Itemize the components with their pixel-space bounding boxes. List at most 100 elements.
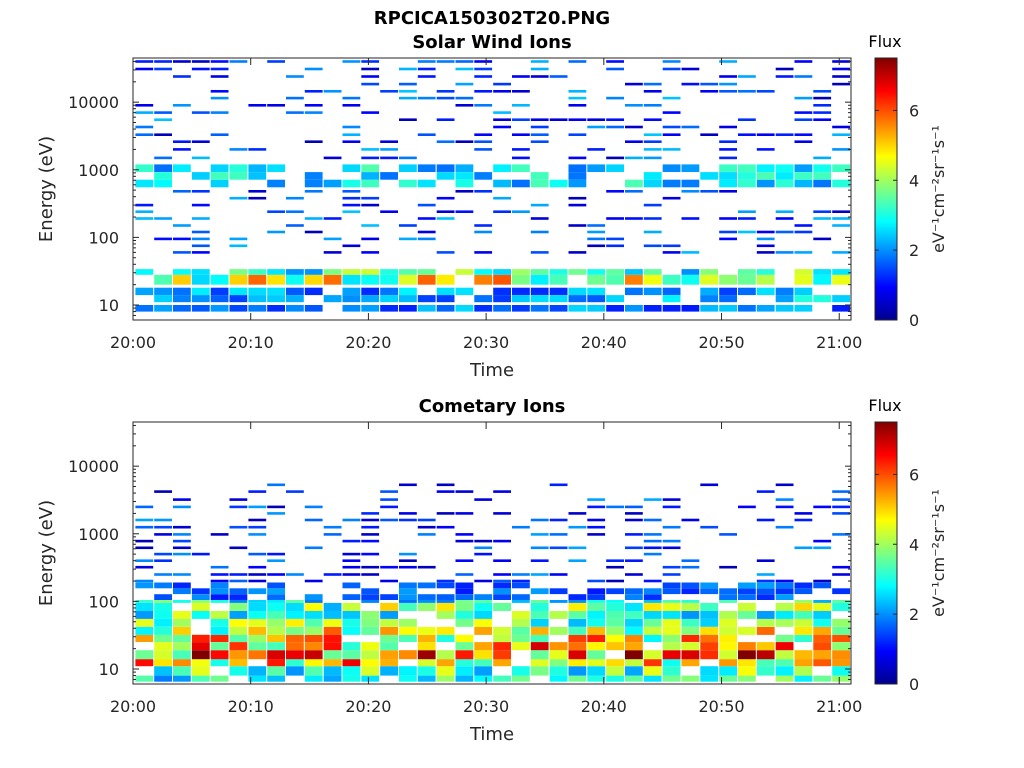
heatmap-cell (210, 90, 229, 93)
heatmap-cell (530, 666, 549, 676)
heatmap-cell (399, 666, 417, 676)
heatmap-cell (323, 618, 342, 627)
colorbar-tick-label: 2 (909, 605, 919, 624)
heatmap-cell (813, 634, 832, 642)
heatmap-cell (568, 642, 587, 651)
heatmap-cell (738, 90, 756, 93)
heatmap-cell (229, 602, 248, 611)
x-tick-label: 20:10 (228, 333, 274, 352)
heatmap-cell (681, 251, 700, 254)
heatmap-cell (606, 217, 624, 220)
colorbar-unit-label: eV⁻¹cm⁻²sr⁻¹s⁻¹ (929, 489, 948, 617)
heatmap-cell (512, 666, 530, 676)
heatmap-cell (399, 552, 417, 556)
x-axis: 20:00 20:10 20:20 20:30 20:40 20:50 21:00 (110, 58, 862, 352)
heatmap-cell (323, 179, 342, 188)
heatmap-cell (738, 210, 756, 213)
heatmap-cell (813, 675, 832, 682)
heatmap-cell (813, 274, 832, 285)
heatmap-cell (625, 618, 643, 627)
heatmap-cell (267, 582, 285, 589)
heatmap-cell (606, 156, 624, 160)
heatmap-cell (173, 611, 191, 619)
heatmap-cell (700, 602, 719, 611)
heatmap-cell (248, 650, 267, 660)
heatmap-cell (173, 600, 191, 603)
heatmap-cell (342, 269, 361, 275)
colorbar-tick-label: 6 (909, 101, 919, 120)
panel-title: Cometary Ions (419, 396, 566, 417)
heatmap-cell (643, 118, 662, 121)
heatmap-cell (361, 179, 380, 188)
heatmap-cell (342, 675, 361, 682)
heatmap-cell (832, 133, 850, 136)
heatmap-cell (719, 60, 737, 63)
heatmap-cell (361, 539, 380, 543)
heatmap-cell (342, 602, 361, 611)
heatmap-cell (380, 579, 398, 583)
heatmap-cell (832, 125, 850, 129)
heatmap-cell (436, 60, 455, 63)
heatmap-cell (229, 525, 248, 529)
x-tick-label: 20:50 (698, 333, 744, 352)
heatmap-cell (229, 611, 248, 619)
heatmap-cell (191, 666, 210, 676)
x-tick-label: 20:00 (110, 333, 156, 352)
heatmap-cell (173, 573, 191, 576)
heatmap-cell (417, 600, 436, 603)
heatmap-cell (455, 582, 474, 589)
heatmap-cell (606, 602, 624, 611)
heatmap-cell (342, 125, 361, 129)
heatmap-cell (229, 287, 248, 296)
heatmap-cell (568, 251, 587, 254)
heatmap-cell (304, 611, 323, 619)
heatmap-cell (512, 600, 530, 603)
heatmap-cell (719, 666, 737, 676)
heatmap-cell (832, 634, 850, 642)
heatmap-cell (474, 104, 493, 107)
heatmap-cell (399, 269, 417, 275)
heatmap-cell (191, 287, 210, 296)
heatmap-cell (173, 164, 191, 172)
heatmap-cell (173, 552, 191, 556)
heatmap-cell (775, 133, 794, 136)
heatmap-cell (832, 505, 850, 509)
heatmap-cell (474, 642, 493, 651)
heatmap-cell (342, 104, 361, 107)
heatmap-cell (643, 611, 662, 619)
heatmap-cell (719, 190, 737, 193)
heatmap-cell (493, 579, 511, 583)
heatmap-cell (135, 559, 154, 562)
heatmap-cell (380, 287, 398, 296)
heatmap-cell (248, 525, 267, 529)
heatmap-cell (756, 274, 775, 285)
heatmap-cell (512, 573, 530, 576)
heatmap-cell (643, 618, 662, 627)
heatmap-cell (173, 305, 191, 312)
heatmap-cell (210, 172, 229, 180)
heatmap-cell (794, 546, 813, 550)
heatmap-cell (493, 539, 511, 543)
heatmap-cell (417, 642, 436, 651)
heatmap-cell (474, 539, 493, 543)
heatmap-cell (794, 179, 813, 188)
colorbar (874, 57, 898, 321)
heatmap-cell (267, 642, 285, 651)
heatmap-cell (267, 483, 285, 487)
heatmap-cell (229, 642, 248, 651)
heatmap-cell (512, 626, 530, 635)
heatmap-cell (625, 512, 643, 515)
heatmap-cell (323, 274, 342, 285)
heatmap-cell (474, 148, 493, 151)
x-axis-label: Time (469, 724, 514, 745)
heatmap-cell (267, 573, 285, 576)
heatmap-cell (681, 634, 700, 642)
heatmap-cell (248, 533, 267, 536)
heatmap-cell (399, 118, 417, 121)
heatmap-cell (662, 602, 681, 611)
heatmap-cell (380, 274, 398, 285)
heatmap-cell (832, 498, 850, 501)
heatmap-cell (417, 67, 436, 71)
heatmap-cell (135, 579, 154, 583)
heatmap-cell (267, 179, 285, 188)
